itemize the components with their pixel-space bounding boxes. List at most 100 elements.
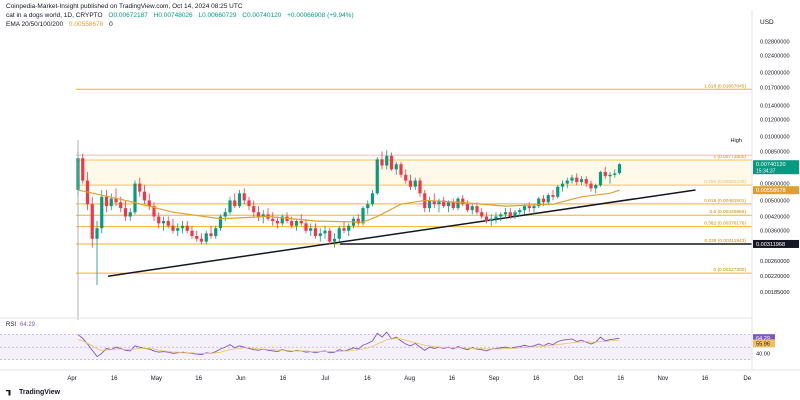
price-tick-13: 0.00260000	[760, 259, 790, 265]
candle-body-59	[356, 218, 360, 224]
candle-body-70	[408, 180, 413, 187]
fib-label-3: 0.618 (0.00481501)	[704, 198, 746, 204]
candle-body-62	[370, 193, 375, 205]
candle-body-16	[152, 206, 156, 217]
candle-body-9	[119, 202, 123, 209]
candle-body-106	[579, 179, 584, 183]
candle-body-67	[394, 164, 398, 170]
ohlc-close: C0.00740120	[242, 12, 282, 19]
price-badge-bg-3	[753, 239, 799, 248]
candle-body-104	[570, 177, 574, 181]
candle-body-111	[603, 172, 607, 177]
candle-body-14	[142, 191, 147, 201]
candle-body-64	[380, 159, 384, 166]
time-tick-16: De	[743, 376, 751, 382]
ema-line-legend: EMA 20/50/100/200 0.00558678 0	[6, 21, 117, 29]
candle-body-11	[128, 212, 132, 217]
candle-body-83	[470, 206, 474, 211]
candle-body-47	[299, 221, 303, 224]
ohlc-open: O0.00672187	[108, 12, 148, 19]
candle-body-65	[385, 155, 389, 166]
rsi-axis-tick-1: 55.96	[756, 341, 770, 347]
candle-body-76	[437, 200, 441, 205]
candle-body-25	[195, 236, 199, 239]
ema-layer	[77, 189, 620, 223]
time-tick-13: 16	[617, 376, 624, 382]
candle-body-100	[551, 195, 555, 197]
time-tick-15: 16	[702, 376, 709, 382]
candle-body-103	[565, 180, 569, 184]
candle-body-24	[190, 230, 194, 237]
candle-body-13	[138, 183, 142, 192]
candle-body-55	[337, 228, 341, 239]
candle-body-91	[508, 212, 512, 217]
rsi-axis-badge-0	[753, 334, 775, 343]
candle-body-37	[252, 206, 256, 213]
candle-body-21	[176, 228, 180, 231]
candle-body-12	[133, 183, 137, 213]
time-tick-12: Oct	[574, 376, 584, 382]
brand-label: TradingView	[19, 389, 61, 396]
candle-body-18	[161, 221, 166, 224]
ema-extra: 0	[109, 21, 113, 28]
fib-label-7: 0 (0.00227300)	[713, 267, 746, 273]
support-trendline	[107, 189, 696, 277]
price-tick-5: 0.01200000	[760, 118, 790, 124]
candle-body-1	[81, 158, 85, 181]
tradingview-brand: TradingView	[6, 389, 60, 396]
tradingview-logo-icon	[6, 389, 11, 396]
candle-body-22	[180, 225, 185, 229]
candle-body-96	[532, 206, 536, 209]
candle-body-35	[242, 193, 246, 201]
candle-body-68	[399, 164, 403, 175]
time-tick-10: Sep	[489, 376, 500, 382]
price-tick-6: 0.01000000	[760, 134, 790, 140]
candle-body-85	[480, 212, 484, 217]
candle-body-54	[332, 238, 337, 242]
candle-body-7	[109, 198, 113, 207]
candle-body-89	[499, 214, 503, 217]
price-tick-4: 0.01400000	[760, 103, 790, 109]
candle-body-81	[461, 198, 465, 205]
fib-levels: 1.618 (0.01667045)1 (0.00773800)0.786 (0…	[76, 83, 752, 274]
candle-body-43	[280, 216, 284, 224]
symbol-name: cat in a dogs world, 1D, CRYPTO	[6, 12, 103, 19]
price-tick-1: 0.02400000	[760, 54, 790, 60]
price-tick-3: 0.01700000	[760, 85, 790, 91]
candle-body-57	[347, 225, 351, 231]
price-badge-bg-2	[753, 186, 799, 195]
time-tick-4: Jun	[236, 376, 246, 382]
fib-label-5: 0.382 (0.00376176)	[704, 221, 746, 227]
time-tick-14: Nov	[657, 376, 668, 382]
candle-body-56	[342, 228, 346, 231]
candle-body-6	[104, 196, 109, 207]
candle-body-10	[123, 208, 128, 217]
time-axis: Apr 16 May 16 Jun 16 Jul 16 Aug 16 Sep 16 Oct 16 Nov 16…	[67, 376, 751, 382]
candle-body-49	[309, 228, 313, 231]
price-badge-sub-1: 15:34:37	[756, 169, 776, 175]
price-badge-1: 0.00740120	[756, 162, 786, 168]
ohlc-high: H0.00748026	[153, 12, 193, 19]
candle-body-102	[560, 183, 565, 187]
candle-body-61	[366, 204, 370, 209]
ohlc-change: +0.00066908 (+9.94%)	[287, 12, 354, 19]
time-tick-6: Jul	[321, 376, 329, 382]
candle-body-86	[484, 216, 489, 222]
candle-body-93	[518, 210, 522, 213]
candle-body-72	[418, 180, 422, 194]
time-tick-0: Apr	[67, 376, 76, 382]
price-badge-bg-1	[753, 160, 799, 175]
candle-body-39	[261, 214, 265, 217]
candle-body-33	[233, 200, 237, 207]
candle-body-105	[575, 177, 579, 183]
fib-label-0: 1.618 (0.01667045)	[704, 83, 746, 89]
ema-label: EMA 20/50/100/200	[6, 21, 64, 28]
candle-body-90	[503, 212, 508, 215]
price-tick-15: 0.00185000	[760, 290, 790, 296]
candle-body-98	[541, 198, 546, 203]
candle-body-114	[617, 164, 622, 174]
candle-body-78	[446, 202, 451, 207]
candle-body-108	[589, 183, 593, 189]
